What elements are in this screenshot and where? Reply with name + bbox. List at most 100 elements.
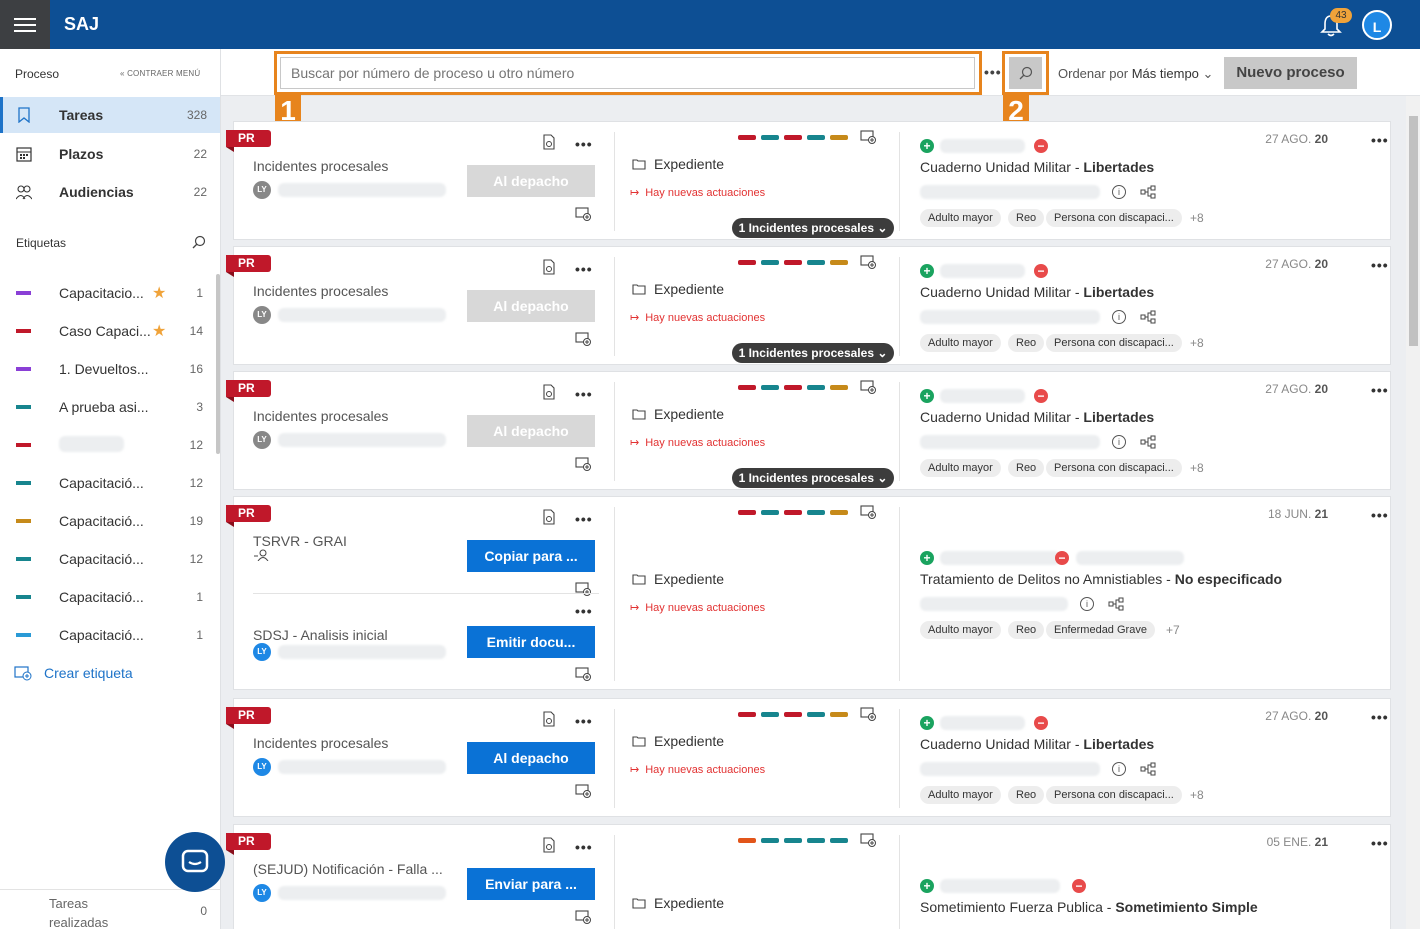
more-options-button[interactable]: ••• xyxy=(984,64,1002,80)
plus-icon[interactable]: + xyxy=(920,389,934,403)
expediente-link[interactable]: Expediente xyxy=(632,571,724,587)
news-alert[interactable]: ↦ Hay nuevas actuaciones xyxy=(630,186,765,199)
plus-icon[interactable]: + xyxy=(920,551,934,565)
minus-icon[interactable]: − xyxy=(1072,879,1086,893)
card-more-button[interactable]: ••• xyxy=(575,839,593,855)
sidebar-tag-item[interactable]: Capacitació... 1 xyxy=(0,582,210,612)
news-alert[interactable]: ↦ Hay nuevas actuaciones xyxy=(630,311,765,324)
process-card[interactable]: PR Incidentes procesales LY ••• Al depacho Ex… xyxy=(226,246,1391,365)
star-icon[interactable]: ★ xyxy=(152,285,167,302)
news-alert[interactable]: ↦ Hay nuevas actuaciones xyxy=(630,436,765,449)
hierarchy-icon[interactable] xyxy=(1140,185,1156,199)
document-icon[interactable] xyxy=(542,509,556,525)
more-chips-count[interactable]: +8 xyxy=(1190,461,1204,475)
create-tag-button[interactable]: Crear etiqueta xyxy=(14,665,133,681)
card-more-button[interactable]: ••• xyxy=(575,386,593,402)
task-action-button[interactable]: Al depacho xyxy=(467,742,595,774)
sidebar-tag-item[interactable]: Capacitació... 12 xyxy=(0,468,210,498)
star-icon[interactable]: ★ xyxy=(152,323,167,340)
add-tag-icon[interactable] xyxy=(575,332,591,347)
card-more-button[interactable]: ••• xyxy=(575,261,593,277)
hierarchy-icon[interactable] xyxy=(1140,762,1156,776)
expediente-link[interactable]: Expediente xyxy=(632,281,724,297)
info-icon[interactable]: i xyxy=(1112,185,1126,199)
chat-button[interactable] xyxy=(165,832,225,892)
hamburger-menu-icon[interactable] xyxy=(0,0,50,49)
task-action-button[interactable]: Enviar para ... xyxy=(467,868,595,900)
info-icon[interactable]: i xyxy=(1112,310,1126,324)
card-more-button[interactable]: ••• xyxy=(1371,709,1389,725)
incidents-dropdown[interactable]: 1 Incidentes procesales ⌄ xyxy=(732,218,894,238)
minus-icon[interactable]: − xyxy=(1034,389,1048,403)
document-icon[interactable] xyxy=(542,134,556,150)
task-action-button[interactable]: Emitir docu... xyxy=(467,626,595,658)
document-icon[interactable] xyxy=(542,711,556,727)
plus-icon[interactable]: + xyxy=(920,716,934,730)
add-tag-icon[interactable] xyxy=(575,667,591,682)
add-tag-icon[interactable] xyxy=(860,130,876,145)
info-icon[interactable]: i xyxy=(1080,597,1094,611)
expediente-link[interactable]: Expediente xyxy=(632,406,724,422)
hierarchy-icon[interactable] xyxy=(1108,597,1124,611)
more-chips-count[interactable]: +7 xyxy=(1166,623,1180,637)
task-action-button[interactable]: Al depacho xyxy=(467,290,595,322)
document-icon[interactable] xyxy=(542,384,556,400)
add-tag-icon[interactable] xyxy=(860,380,876,395)
plus-icon[interactable]: + xyxy=(920,264,934,278)
info-icon[interactable]: i xyxy=(1112,762,1126,776)
minus-icon[interactable]: − xyxy=(1034,139,1048,153)
add-tag-icon[interactable] xyxy=(860,505,876,520)
hierarchy-icon[interactable] xyxy=(1140,435,1156,449)
sidebar-item-audiencias[interactable]: Audiencias 22 xyxy=(0,174,220,210)
sidebar-item-plazos[interactable]: Plazos 22 xyxy=(0,136,220,172)
card-more-button[interactable]: ••• xyxy=(1371,257,1389,273)
sidebar-tag-item[interactable]: Capacitacio... ★ 1 xyxy=(0,278,210,308)
add-tag-icon[interactable] xyxy=(575,582,591,597)
card-more-button[interactable]: ••• xyxy=(1371,835,1389,851)
add-tag-icon[interactable] xyxy=(575,457,591,472)
hierarchy-icon[interactable] xyxy=(1140,310,1156,324)
user-avatar[interactable]: L xyxy=(1362,10,1392,40)
card-more-button[interactable]: ••• xyxy=(1371,382,1389,398)
card-more-button[interactable]: ••• xyxy=(575,511,593,527)
sidebar-item-tareas[interactable]: Tareas 328 xyxy=(0,97,220,133)
document-icon[interactable] xyxy=(542,259,556,275)
sidebar-tag-item[interactable]: 12 xyxy=(0,430,210,460)
add-tag-icon[interactable] xyxy=(575,784,591,799)
card-more-button[interactable]: ••• xyxy=(575,603,593,619)
card-more-button[interactable]: ••• xyxy=(1371,132,1389,148)
minus-icon[interactable]: − xyxy=(1034,264,1048,278)
sidebar-scrollbar[interactable] xyxy=(216,274,220,454)
incidents-dropdown[interactable]: 1 Incidentes procesales ⌄ xyxy=(732,468,894,488)
search-icon[interactable] xyxy=(192,235,206,249)
add-tag-icon[interactable] xyxy=(860,255,876,270)
add-tag-icon[interactable] xyxy=(575,910,591,925)
tasks-done-item[interactable]: Tareas realizadas 0 xyxy=(0,889,220,929)
add-tag-icon[interactable] xyxy=(860,707,876,722)
sidebar-tag-item[interactable]: Capacitació... 1 xyxy=(0,620,210,650)
more-chips-count[interactable]: +8 xyxy=(1190,336,1204,350)
new-process-button[interactable]: Nuevo proceso xyxy=(1224,57,1357,89)
minus-icon[interactable]: − xyxy=(1034,716,1048,730)
sidebar-tag-item[interactable]: A prueba asi... 3 xyxy=(0,392,210,422)
process-card[interactable]: PR Incidentes procesales LY ••• Al depacho Ex… xyxy=(226,121,1391,240)
add-tag-icon[interactable] xyxy=(860,833,876,848)
plus-icon[interactable]: + xyxy=(920,879,934,893)
incidents-dropdown[interactable]: 1 Incidentes procesales ⌄ xyxy=(732,343,894,363)
task-action-button[interactable]: Copiar para ... xyxy=(467,540,595,572)
more-chips-count[interactable]: +8 xyxy=(1190,211,1204,225)
process-card[interactable]: PR Incidentes procesales LY ••• Al depacho Ex… xyxy=(226,371,1391,490)
search-input[interactable] xyxy=(280,57,975,89)
sidebar-tag-item[interactable]: 1. Devueltos... 16 xyxy=(0,354,210,384)
process-card[interactable]: PR Incidentes procesales LY ••• Al depacho Ex… xyxy=(226,698,1391,817)
expediente-link[interactable]: Expediente xyxy=(632,156,724,172)
sort-dropdown[interactable]: Ordenar por Más tiempo ⌄ xyxy=(1058,66,1213,82)
plus-icon[interactable]: + xyxy=(920,139,934,153)
sidebar-tag-item[interactable]: Caso Capaci... ★ 14 xyxy=(0,316,210,346)
add-tag-icon[interactable] xyxy=(575,207,591,222)
collapse-menu-button[interactable]: « CONTRAER MENÚ xyxy=(120,69,201,78)
process-card[interactable]: PR (SEJUD) Notificación - Falla ... LY ••• E… xyxy=(226,824,1391,929)
main-scrollbar[interactable] xyxy=(1406,96,1420,929)
card-more-button[interactable]: ••• xyxy=(575,136,593,152)
minus-icon[interactable]: − xyxy=(1055,551,1069,565)
